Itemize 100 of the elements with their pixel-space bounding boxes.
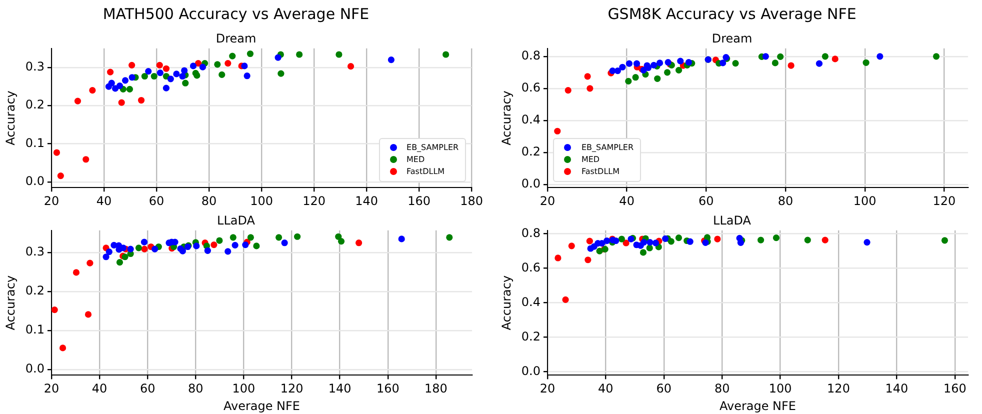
point — [210, 242, 218, 248]
point — [618, 236, 625, 242]
chart-title: GSM8K Accuracy vs Average NFE — [608, 4, 856, 23]
point — [664, 69, 671, 76]
point — [646, 244, 653, 252]
y-tick-label: 0.4 — [521, 294, 540, 309]
chart-title: LLaDA — [713, 213, 752, 228]
point — [941, 237, 948, 244]
y-tick-label: 0.6 — [521, 260, 540, 274]
y-tick-label: 0.2 — [521, 329, 540, 344]
point — [162, 65, 170, 72]
point — [650, 62, 658, 68]
point — [720, 60, 726, 66]
point — [135, 244, 142, 252]
point — [586, 85, 594, 92]
point — [296, 51, 303, 58]
point — [612, 237, 620, 244]
point — [388, 56, 395, 64]
point — [59, 344, 66, 352]
point — [654, 75, 661, 82]
y-tick-label: 0.6 — [521, 80, 540, 95]
legend-label: FastDLLM — [406, 166, 445, 178]
point — [732, 60, 739, 67]
y-tick-label: 0.2 — [521, 144, 540, 159]
point — [232, 242, 238, 248]
x-tick-label: 120 — [827, 382, 850, 396]
point — [614, 68, 621, 74]
point — [126, 86, 134, 93]
point — [122, 77, 129, 84]
point — [82, 156, 90, 163]
x-tick-label: 20 — [540, 382, 556, 396]
x-tick-label: 100 — [250, 194, 273, 208]
y-tick-label: 0.0 — [521, 176, 540, 191]
y-axis-title: Accuracy — [499, 90, 514, 146]
point — [596, 248, 603, 254]
point — [199, 64, 206, 70]
point — [281, 240, 288, 246]
point — [241, 62, 248, 70]
point — [758, 236, 764, 244]
point — [214, 61, 221, 68]
point — [138, 96, 145, 104]
x-tick-label: 180 — [424, 382, 448, 396]
point — [57, 172, 64, 180]
point — [162, 84, 170, 92]
point — [128, 74, 136, 81]
legend-label: FastDLLM — [581, 166, 620, 178]
point — [633, 60, 640, 67]
x-tick-label: 40 — [96, 194, 112, 208]
x-tick-label: 180 — [460, 194, 483, 208]
x-tick-label: 120 — [302, 194, 326, 208]
point — [193, 242, 200, 250]
y-tick-label: 0.0 — [25, 361, 44, 376]
x-tick-label: 160 — [408, 194, 430, 208]
point — [446, 234, 453, 241]
point — [152, 246, 158, 252]
point — [442, 51, 450, 58]
x-tick-label: 40 — [619, 194, 634, 208]
legend-label: MED — [406, 154, 425, 166]
x-tick-label: 160 — [943, 382, 966, 396]
legend-label: MED — [581, 154, 600, 166]
point — [108, 80, 115, 86]
point — [84, 311, 92, 318]
chart-subtitle: Dream — [216, 31, 256, 46]
x-tick-label: 140 — [328, 382, 352, 396]
point — [53, 149, 60, 156]
y-tick-label: 0.2 — [25, 284, 44, 298]
point — [640, 238, 648, 246]
x-tick-label: 100 — [232, 382, 256, 396]
point — [150, 72, 158, 80]
point — [816, 60, 823, 67]
x-tick-label: 160 — [376, 382, 400, 396]
point — [804, 236, 811, 244]
point — [772, 60, 778, 66]
point — [116, 82, 124, 90]
point — [656, 60, 664, 66]
x-tick-label: 100 — [853, 194, 876, 208]
y-tick-label: 0.8 — [521, 226, 540, 240]
point — [224, 60, 232, 67]
point — [224, 248, 232, 255]
x-tick-label: 20 — [540, 194, 556, 208]
point — [182, 80, 189, 86]
point — [246, 50, 254, 58]
point — [788, 62, 794, 69]
point — [932, 53, 940, 60]
point — [646, 238, 654, 246]
point — [181, 67, 188, 74]
x-axis-title: Average NFE — [223, 398, 300, 413]
point — [145, 68, 152, 75]
point — [156, 70, 164, 76]
point — [294, 233, 301, 240]
point — [278, 70, 284, 77]
point — [335, 233, 342, 240]
y-tick-label: 0.4 — [521, 112, 540, 127]
point — [72, 269, 80, 276]
point — [675, 234, 682, 242]
point — [675, 66, 682, 74]
point — [584, 256, 592, 264]
point — [554, 128, 561, 134]
point — [173, 70, 180, 78]
point — [554, 254, 562, 262]
